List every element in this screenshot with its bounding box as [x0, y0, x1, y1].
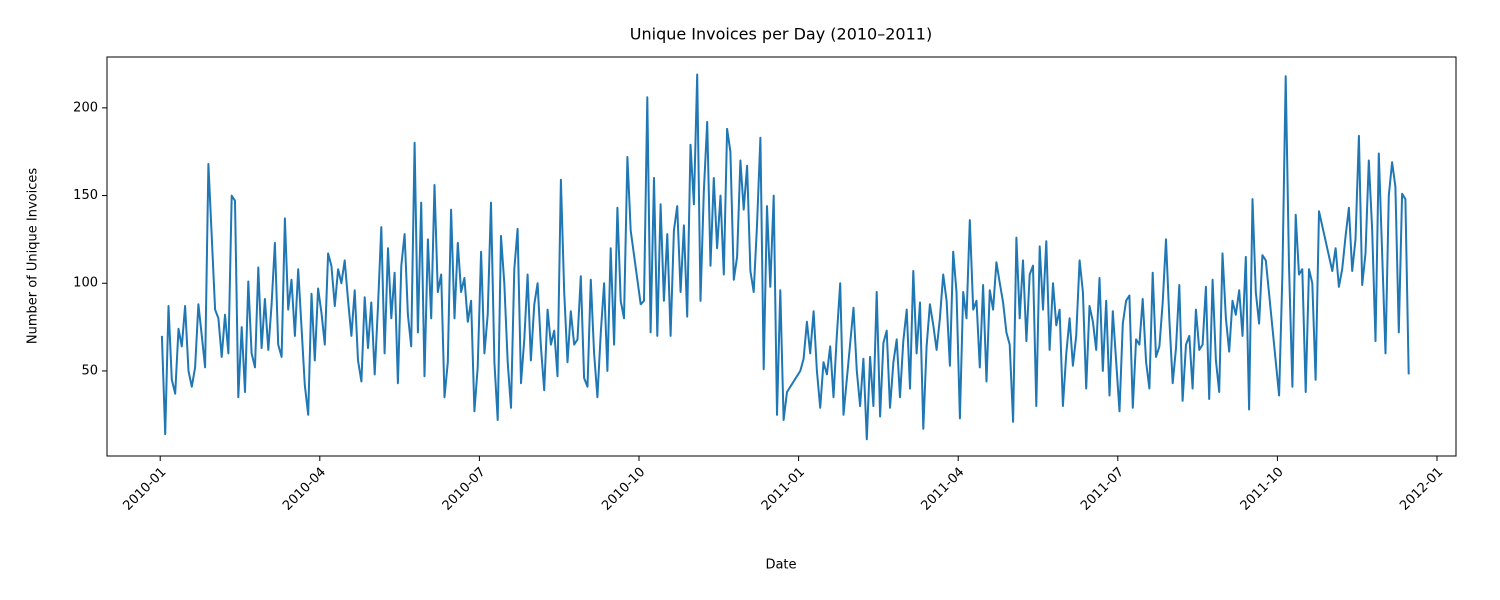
y-tick-label: 100: [73, 276, 98, 291]
y-tick-label: 50: [81, 363, 98, 378]
x-tick-label: 2011-04: [918, 465, 967, 514]
y-axis-label: Number of Unique Invoices: [26, 168, 41, 344]
x-tick-label: 2011-01: [759, 465, 808, 514]
plot-frame: [106, 56, 1457, 457]
x-tick-label: 2010-01: [120, 465, 169, 514]
x-tick-label: 2012-01: [1397, 465, 1446, 514]
chart-title: Unique Invoices per Day (2010–2011): [630, 25, 932, 44]
data-line: [160, 73, 1410, 441]
x-tick-label: 2011-10: [1238, 465, 1287, 514]
x-axis-label: Date: [765, 558, 796, 573]
x-tick-label: 2010-04: [280, 465, 329, 514]
y-tick-label: 150: [73, 188, 98, 203]
y-tick-label: 200: [73, 100, 98, 115]
x-tick-label: 2011-07: [1078, 465, 1127, 514]
x-tick-label: 2010-10: [599, 465, 648, 514]
x-tick-label: 2010-07: [440, 465, 489, 514]
